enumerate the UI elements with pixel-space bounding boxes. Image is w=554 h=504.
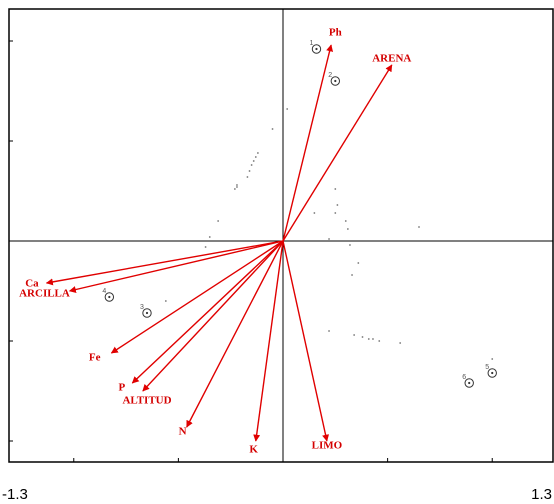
vector-label-ca: Ca bbox=[25, 278, 39, 290]
site-marker-2: 2 bbox=[328, 72, 341, 86]
sample-point-16 bbox=[334, 212, 337, 214]
vector-ca bbox=[45, 240, 284, 286]
sample-point-18 bbox=[344, 220, 347, 222]
x-tick-label-min: -1.3 bbox=[2, 486, 28, 503]
sample-point-29 bbox=[372, 338, 374, 340]
sample-point-32 bbox=[164, 300, 167, 302]
site-ring-6 bbox=[464, 378, 474, 388]
sample-point-24 bbox=[418, 226, 420, 228]
sample-point-28 bbox=[367, 338, 370, 340]
sample-point-6 bbox=[248, 170, 251, 172]
sample-point-25 bbox=[328, 330, 330, 332]
sample-point-27 bbox=[361, 336, 364, 338]
sample-points bbox=[164, 108, 494, 360]
sample-point-10 bbox=[236, 186, 238, 188]
sample-point-5 bbox=[250, 164, 253, 166]
sample-point-33 bbox=[491, 358, 494, 360]
plot-frame bbox=[8, 8, 554, 463]
axis-ticks bbox=[9, 40, 493, 462]
sample-point-17 bbox=[313, 212, 316, 214]
sample-point-11 bbox=[217, 220, 220, 222]
sample-point-19 bbox=[346, 228, 349, 230]
site-label-6: 6 bbox=[462, 374, 466, 381]
vector-label-arcilla: ARCILLA bbox=[19, 288, 70, 300]
vector-arena bbox=[282, 64, 393, 242]
sample-point-1 bbox=[271, 128, 274, 130]
site-marker-6: 6 bbox=[462, 374, 474, 388]
site-label-4: 4 bbox=[102, 288, 106, 295]
x-tick-label-max: 1.3 bbox=[531, 486, 552, 503]
sample-point-0 bbox=[286, 108, 289, 110]
vector-label-k: K bbox=[249, 444, 258, 456]
site-ring-3 bbox=[142, 308, 152, 318]
sample-point-8 bbox=[236, 184, 238, 186]
site-dot-4 bbox=[108, 295, 111, 299]
sample-point-4 bbox=[252, 160, 255, 162]
sample-point-20 bbox=[328, 238, 330, 240]
site-dot-3 bbox=[145, 311, 149, 315]
site-label-1: 1 bbox=[309, 40, 313, 47]
site-dot-2 bbox=[334, 79, 337, 83]
site-dot-6 bbox=[468, 381, 471, 385]
vector-label-arena: ARENA bbox=[372, 53, 411, 65]
sample-point-22 bbox=[357, 262, 360, 264]
site-label-2: 2 bbox=[328, 72, 332, 79]
sample-point-13 bbox=[204, 246, 207, 248]
site-ring-1 bbox=[311, 44, 322, 54]
vector-p bbox=[131, 240, 284, 384]
site-dot-5 bbox=[491, 371, 494, 375]
site-dot-1 bbox=[315, 47, 318, 51]
vector-n bbox=[186, 240, 284, 428]
sample-point-12 bbox=[208, 236, 211, 238]
site-marker-5: 5 bbox=[485, 364, 497, 378]
sample-point-7 bbox=[246, 176, 249, 178]
sample-point-21 bbox=[349, 244, 351, 246]
vector-label-limo: LIMO bbox=[312, 440, 343, 452]
sample-point-15 bbox=[336, 204, 339, 206]
sample-point-14 bbox=[334, 188, 337, 190]
sample-point-23 bbox=[351, 274, 353, 276]
variable-vectors bbox=[45, 44, 393, 442]
vector-ph bbox=[282, 44, 334, 242]
site-label-5: 5 bbox=[485, 364, 489, 371]
sample-point-9 bbox=[233, 188, 236, 190]
vector-altitud bbox=[142, 240, 284, 392]
site-ring-4 bbox=[104, 292, 115, 302]
vector-label-p: P bbox=[119, 382, 126, 394]
sample-point-30 bbox=[378, 340, 381, 342]
vector-label-n: N bbox=[179, 426, 187, 438]
sample-point-3 bbox=[254, 156, 257, 158]
vector-label-altitud: ALTITUD bbox=[122, 395, 171, 407]
vector-limo bbox=[282, 240, 330, 442]
site-ring-5 bbox=[487, 368, 497, 378]
sample-point-2 bbox=[256, 152, 259, 154]
site-markers: 1 2 3 4 5 6 bbox=[102, 40, 497, 388]
site-marker-4: 4 bbox=[102, 288, 115, 302]
vector-k bbox=[253, 240, 284, 442]
site-marker-1: 1 bbox=[309, 40, 322, 54]
site-ring-2 bbox=[330, 76, 341, 86]
vector-label-ph: Ph bbox=[329, 27, 342, 39]
vector-fe bbox=[110, 240, 284, 354]
vector-label-fe: Fe bbox=[89, 352, 101, 364]
site-marker-3: 3 bbox=[140, 304, 152, 318]
site-label-3: 3 bbox=[140, 304, 144, 311]
sample-point-31 bbox=[399, 342, 402, 344]
vector-arcilla bbox=[68, 240, 284, 293]
sample-point-26 bbox=[353, 334, 356, 336]
